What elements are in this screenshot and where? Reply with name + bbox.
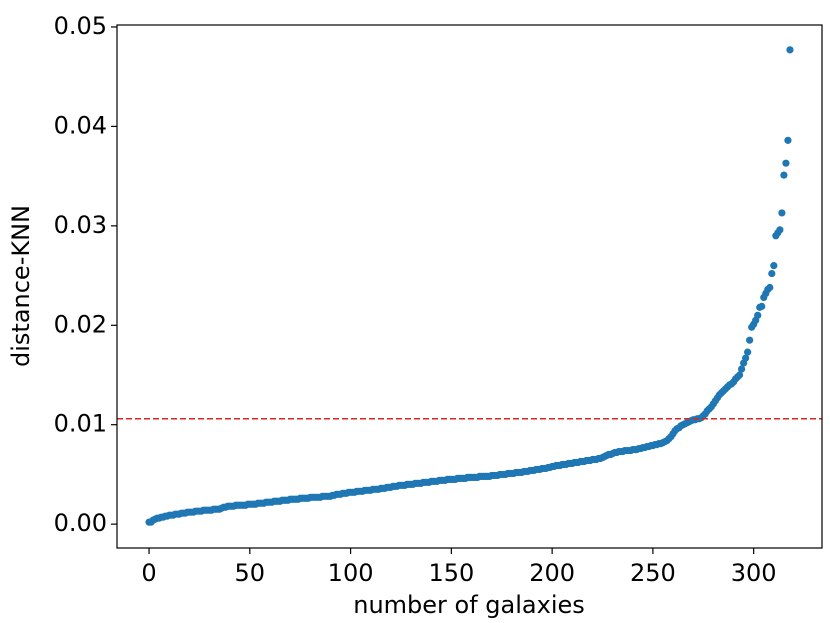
x-tick-label: 50: [235, 559, 266, 587]
point: [786, 46, 794, 54]
point: [768, 269, 776, 278]
point: [754, 311, 762, 319]
point: [780, 171, 788, 179]
x-tick-label: 100: [328, 559, 374, 587]
point: [735, 371, 744, 379]
point: [746, 336, 754, 344]
point: [770, 262, 778, 270]
x-tick-label: 200: [529, 559, 575, 587]
y-tick-label: 0.04: [54, 111, 107, 139]
point: [742, 354, 750, 362]
y-tick-label: 0.01: [54, 410, 107, 438]
x-axis-label: number of galaxies: [353, 591, 585, 619]
point: [737, 365, 746, 373]
point: [776, 226, 784, 234]
x-tick-label: 150: [428, 559, 474, 587]
x-tick-label: 300: [731, 559, 777, 587]
point: [758, 302, 766, 310]
y-tick-label: 0.05: [54, 12, 107, 40]
point: [778, 209, 786, 217]
y-tick-label: 0.02: [54, 310, 107, 338]
y-tick-label: 0.03: [54, 211, 107, 239]
x-tick-label: 250: [630, 559, 676, 587]
plot-frame: [116, 24, 823, 549]
y-tick-label: 0.00: [54, 509, 107, 537]
point: [782, 159, 790, 167]
y-axis-label: distance-KNN: [7, 205, 35, 367]
point: [784, 136, 792, 144]
point: [766, 283, 774, 292]
point: [744, 348, 752, 356]
x-tick-label: 0: [141, 559, 156, 587]
